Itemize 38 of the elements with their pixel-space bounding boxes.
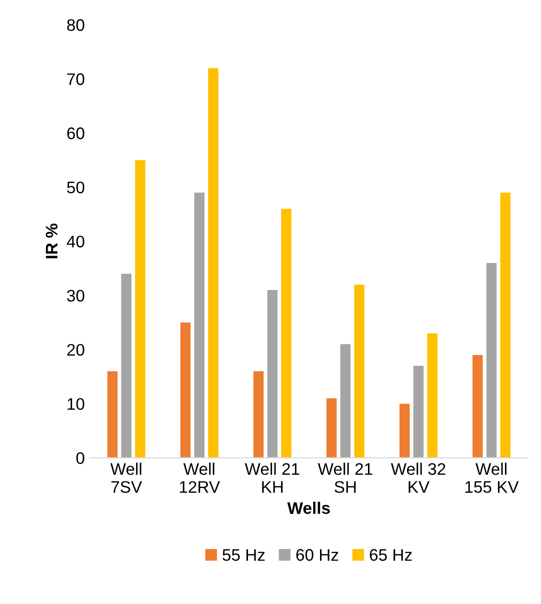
legend-label: 55 Hz [222, 549, 265, 561]
x-axis-title: Wells [287, 502, 330, 514]
y-tick-label: 20 [67, 344, 84, 356]
y-tick-label: 30 [67, 290, 84, 302]
y-tick-label: 10 [68, 398, 84, 410]
bar [180, 322, 191, 458]
x-tick-label: Well 12RV [180, 462, 220, 493]
bar [281, 208, 292, 458]
bar [267, 290, 278, 458]
bar [486, 262, 497, 458]
bar [107, 371, 118, 458]
bar [121, 274, 132, 458]
bar [208, 68, 218, 458]
x-tick-label: Well 155 KV [465, 462, 519, 493]
x-tick-label: Well 7SV [110, 462, 142, 493]
bar [135, 160, 146, 458]
bar [253, 371, 264, 458]
bar [340, 344, 351, 458]
bar [399, 404, 410, 458]
y-tick-label: 50 [67, 182, 84, 194]
bar [354, 284, 364, 458]
y-tick-label: 40 [66, 236, 84, 248]
x-tick-label: Well 21 KH [244, 462, 300, 493]
y-tick-label: 0 [76, 452, 84, 464]
y-tick-label: 70 [67, 73, 84, 86]
y-tick-label: 80 [67, 19, 84, 31]
bar [472, 354, 483, 458]
y-tick-label: 60 [67, 127, 84, 140]
bar [427, 333, 438, 458]
legend-label: 65 Hz [370, 549, 412, 561]
x-tick-label: Well 21 SH [318, 462, 372, 493]
y-axis-title: IR % [46, 224, 58, 258]
bar [194, 192, 204, 458]
x-tick-label: Well 32 KV [390, 462, 446, 493]
legend-label: 60 Hz [296, 549, 338, 561]
bar [413, 366, 424, 458]
bar [500, 192, 510, 458]
bar [326, 398, 337, 458]
